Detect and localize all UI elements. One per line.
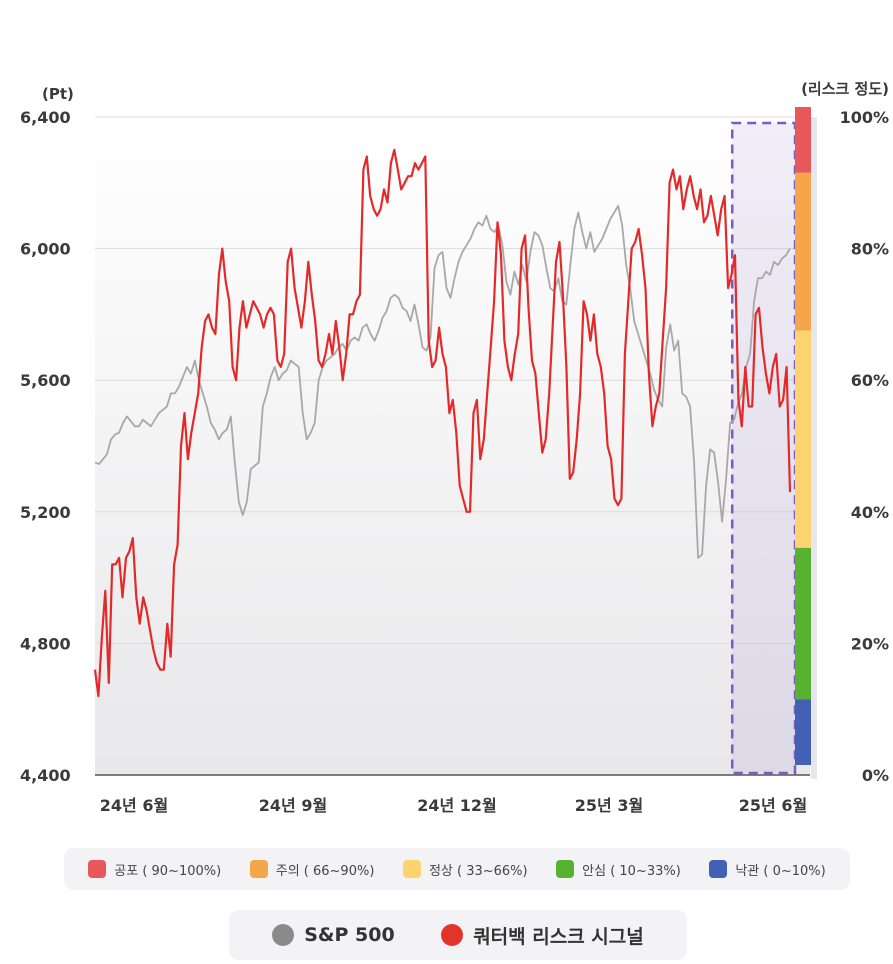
x-tick-label: 24년 9월 (259, 796, 327, 815)
series-lines (93, 148, 792, 698)
series-legend-label: S&P 500 (304, 924, 395, 946)
risk-legend-item-fear: 공포 ( 90~100%) (88, 860, 221, 879)
series-legend-item-sp500: S&P 500 (272, 924, 395, 946)
left-tick-label: 6,000 (20, 240, 71, 259)
risk-band (795, 172, 811, 331)
right-tick-label: 40% (851, 503, 889, 522)
right-tick-label: 20% (851, 634, 889, 653)
x-tick-label: 25년 3월 (575, 796, 643, 815)
risk-band (795, 107, 811, 173)
right-axis-unit: (리스크 정도) (801, 80, 889, 98)
series-legend: S&P 500 쿼터백 리스크 시그널 (229, 910, 687, 960)
left-tick-label: 4,800 (20, 634, 71, 653)
plot-background (95, 117, 810, 775)
grid-lines (95, 116, 810, 776)
risk-legend-item-relief: 안심 ( 10~33%) (556, 860, 681, 879)
x-axis-ticks: 24년 6월 24년 9월 24년 12월 25년 3월 25년 6월 (100, 796, 807, 815)
risk-legend-item-normal: 정상 ( 33~66%) (402, 860, 528, 879)
series-legend-label: 쿼터백 리스크 시그널 (473, 925, 644, 948)
risk-band (795, 699, 811, 765)
risk-level-legend: 공포 ( 90~100%) 주의 ( 66~90%) 정상 ( 33~66%) … (64, 848, 850, 890)
relief-swatch-icon (556, 860, 575, 878)
optimism-swatch-icon (709, 860, 728, 878)
highlight-region (730, 121, 797, 775)
right-axis-ticks: 100% 80% 60% 40% 20% 0% (840, 108, 889, 785)
x-tick-label: 24년 12월 (417, 796, 497, 815)
risk-signal-dot-icon (441, 924, 464, 946)
right-tick-label: 80% (851, 240, 889, 259)
risk-legend-label: 정상 ( 33~66%) (428, 863, 528, 879)
left-tick-label: 5,200 (20, 503, 71, 522)
risk-color-bar (795, 107, 817, 779)
left-tick-label: 4,400 (20, 766, 71, 785)
left-tick-label: 6,400 (20, 108, 71, 127)
left-tick-label: 5,600 (20, 371, 71, 390)
risk-legend-label: 안심 ( 10~33%) (582, 863, 681, 879)
x-tick-label: 24년 6월 (100, 796, 168, 815)
sp500-line (94, 204, 791, 559)
normal-swatch-icon (402, 860, 421, 878)
caution-swatch-icon (249, 860, 268, 878)
series-legend-item-risk-signal: 쿼터백 리스크 시그널 (441, 922, 644, 949)
highlight-box (730, 121, 797, 775)
fear-swatch-icon (88, 860, 107, 878)
right-tick-label: 60% (851, 371, 889, 390)
right-tick-label: 0% (862, 766, 889, 785)
right-tick-label: 100% (840, 108, 889, 127)
risk-legend-item-caution: 주의 ( 66~90%) (249, 860, 375, 879)
risk-signal-line (93, 148, 792, 698)
risk-legend-label: 공포 ( 90~100%) (114, 863, 222, 879)
risk-band (795, 547, 811, 700)
chart-canvas: 6,400 6,000 5,600 5,200 4,800 4,400 100% 80% 60… (20, 80, 889, 815)
left-axis-ticks: 6,400 6,000 5,600 5,200 4,800 4,400 (20, 108, 71, 785)
risk-legend-item-optimism: 낙관 ( 0~10%) (709, 860, 826, 879)
risk-legend-label: 낙관 ( 0~10%) (735, 863, 826, 879)
risk-legend-label: 주의 ( 66~90%) (275, 863, 375, 879)
risk-band (795, 330, 811, 548)
left-axis-unit: (Pt) (42, 85, 74, 103)
sp500-dot-icon (272, 924, 295, 946)
x-tick-label: 25년 6월 (739, 796, 807, 815)
risk-bar-shadow (811, 117, 817, 779)
